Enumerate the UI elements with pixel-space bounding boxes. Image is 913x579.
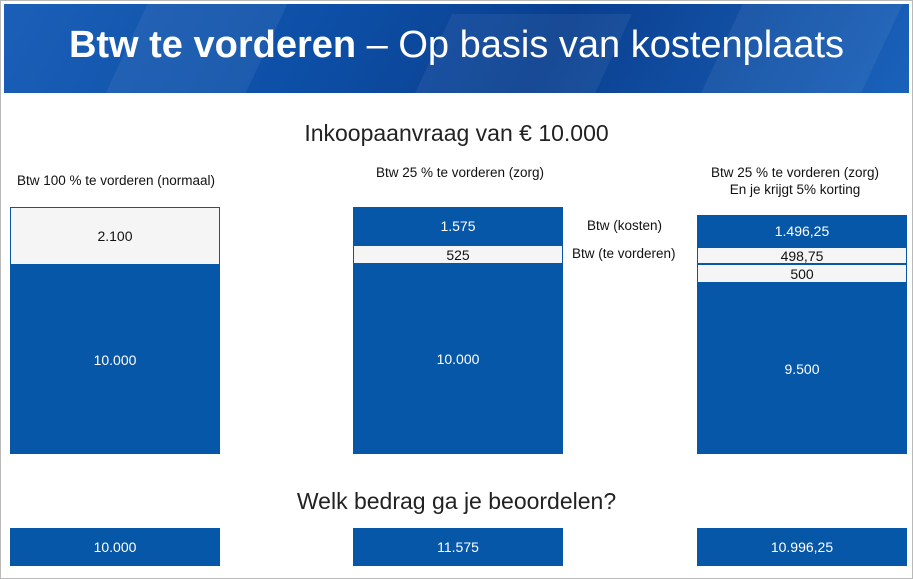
title-rest: – Op basis van kostenplaats	[356, 24, 845, 66]
legend-btw-vorderen: Btw (te vorderen)	[572, 246, 676, 261]
col2-btw-kosten-segment: 1.575	[353, 207, 563, 245]
legend-btw-kosten: Btw (kosten)	[587, 218, 663, 233]
column-1-label-line1: Btw 100 % te vorderen (normaal)	[16, 173, 216, 188]
col1-amount-segment: 10.000	[10, 265, 220, 454]
col1-total-box: 10.000	[10, 528, 220, 566]
col3-btw-kosten-segment: 1.496,25	[697, 215, 907, 247]
col3-amount-segment: 9.500	[697, 283, 907, 454]
col2-btw-vorderen-segment: 525	[353, 245, 563, 264]
section-title-bottom: Welk bedrag ga je beoordelen?	[296, 488, 617, 514]
column-2-label-line1: Btw 25 % te vorderen (zorg)	[375, 165, 545, 180]
col3-korting-segment: 500	[697, 264, 907, 283]
column-1-label: Btw 100 % te vorderen (normaal)	[0, 172, 232, 189]
page-title: Btw te vorderen – Op basis van kostenpla…	[4, 24, 909, 67]
section-title-top: Inkoopaanvraag van € 10.000	[304, 120, 609, 146]
column-3-label-line2: En je krijgt 5% korting	[729, 182, 861, 197]
column-3-label-line1: Btw 25 % te vorderen (zorg)	[710, 165, 880, 180]
col2-total-box: 11.575	[353, 528, 563, 566]
column-2-label: Btw 25 % te vorderen (zorg)	[340, 164, 580, 181]
col1-btw-segment: 2.100	[10, 207, 220, 265]
col3-btw-vorderen-segment: 498,75	[697, 247, 907, 264]
header-banner: Btw te vorderen – Op basis van kostenpla…	[4, 4, 909, 93]
col3-total-box: 10.996,25	[697, 528, 907, 566]
title-bold: Btw te vorderen	[68, 24, 357, 66]
column-3-label: Btw 25 % te vorderen (zorg) En je krijgt…	[675, 164, 913, 198]
col2-amount-segment: 10.000	[353, 264, 563, 454]
